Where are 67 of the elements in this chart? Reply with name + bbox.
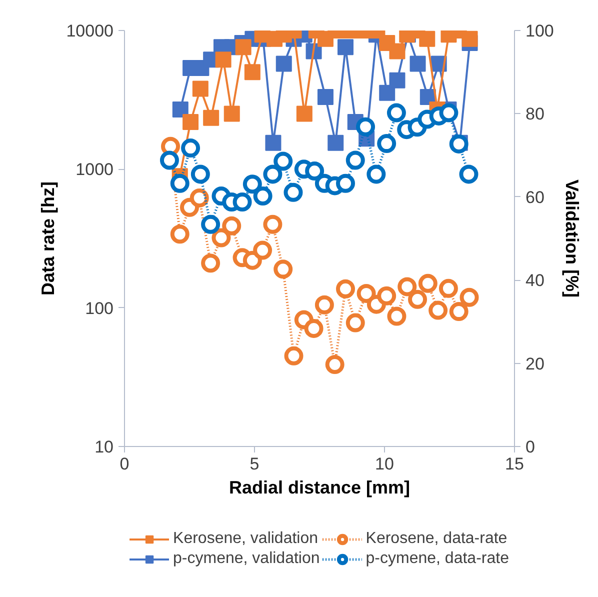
point: [201, 254, 220, 273]
y-tick-label: 100: [85, 298, 114, 318]
y-axis-title: Data rate [hz]: [38, 181, 58, 296]
point: [336, 279, 355, 298]
y2-tick-label: 40: [526, 271, 544, 290]
legend-label: p-cymene, validation: [173, 550, 320, 568]
point: [212, 228, 231, 248]
point: [346, 150, 365, 170]
point: [201, 214, 220, 234]
point: [398, 277, 417, 296]
point: [377, 286, 396, 306]
y-tick-label: 10000: [66, 22, 114, 40]
point: [325, 355, 344, 374]
point: [449, 134, 468, 154]
point: [170, 174, 190, 193]
point: [418, 274, 438, 293]
y2-tick-label: 80: [526, 104, 544, 124]
point: [377, 134, 396, 154]
point: [356, 284, 376, 303]
point: [460, 288, 479, 307]
point: [387, 306, 406, 326]
x-tick-label: 5: [250, 454, 260, 474]
y2-tick-label: 60: [526, 188, 544, 207]
y2-axis-title: Validation [%]: [562, 179, 582, 298]
point: [356, 117, 376, 136]
point: [305, 162, 324, 180]
point: [274, 152, 293, 171]
point: [386, 103, 406, 122]
point: [284, 346, 304, 366]
legend-label: Kerosene, data-rate: [366, 530, 508, 548]
point: [449, 302, 468, 322]
point: [284, 182, 303, 202]
y2-tick-label: 20: [526, 354, 544, 374]
point: [304, 318, 324, 338]
point: [242, 250, 262, 270]
point: [408, 290, 428, 309]
x-tick-label: 15: [505, 454, 524, 474]
point: [428, 300, 448, 320]
x-tick-label: 0: [120, 454, 130, 474]
point: [232, 192, 252, 212]
point: [274, 260, 293, 279]
point: [190, 164, 210, 184]
point: [314, 295, 334, 314]
point: [366, 164, 386, 184]
point: [336, 174, 355, 193]
point: [242, 174, 262, 194]
point: [253, 240, 272, 260]
legend-label: p-cymene, data-rate: [366, 550, 509, 568]
y-tick-label: 1000: [76, 160, 114, 180]
x-tick-label: 10: [375, 454, 394, 474]
point: [222, 216, 242, 236]
x-axis-title: Radial distance [mm]: [228, 478, 410, 498]
point: [160, 150, 179, 170]
point: [263, 214, 282, 234]
y-tick-label: 10: [94, 438, 114, 456]
point: [346, 313, 365, 332]
point: [170, 224, 190, 244]
point: [459, 164, 478, 184]
point: [263, 164, 282, 184]
y2-tick-label: 100: [526, 22, 554, 40]
point: [439, 103, 458, 122]
y2-tick-label: 0: [526, 438, 535, 456]
point: [181, 138, 200, 158]
point: [253, 186, 272, 206]
legend-label: Kerosene, validation: [173, 530, 318, 548]
point: [438, 278, 458, 298]
point: [190, 188, 209, 208]
